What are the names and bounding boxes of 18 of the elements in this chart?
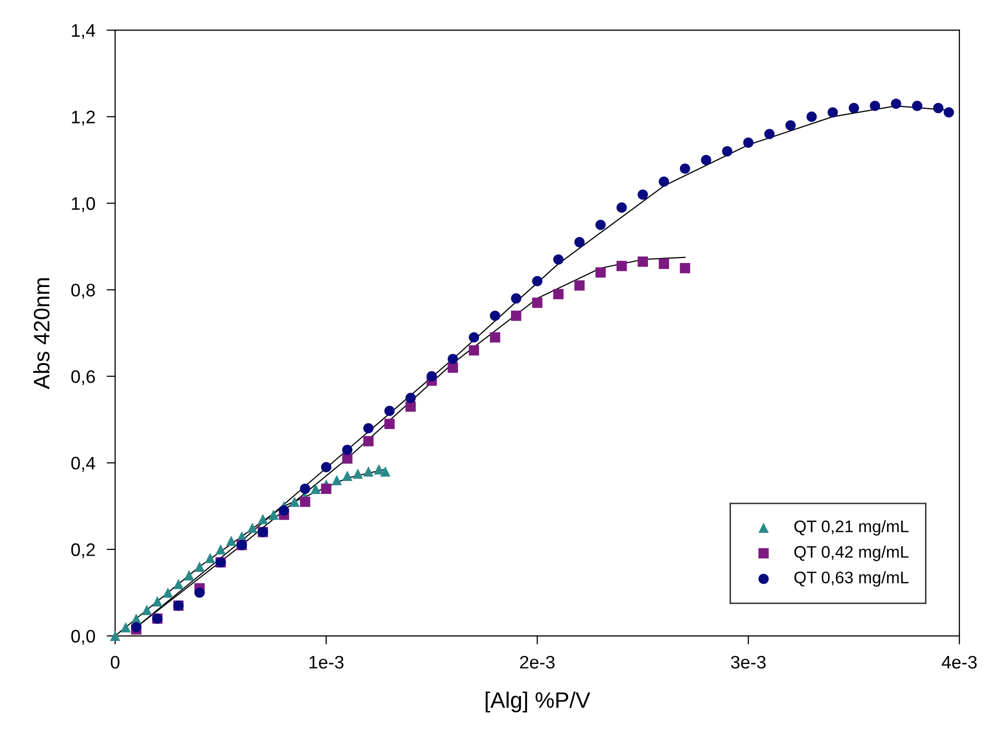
y-tick-label: 0,6 — [71, 370, 95, 386]
x-axis-title: [Alg] %P/V — [486, 692, 590, 712]
x-tick-label: 0 — [110, 656, 120, 669]
x-tick-label: 3e-3 — [730, 656, 766, 669]
y-tick-label: 0,8 — [71, 284, 95, 299]
y-tick-label: 0,4 — [71, 456, 96, 472]
legend-label: QT 0,63 mg/mL — [794, 571, 909, 587]
legend-label: QT 0,42 mg/mL — [794, 546, 909, 562]
y-tick-label: 1,4 — [72, 24, 96, 40]
y-tick-label: 0,0 — [71, 630, 95, 645]
y-tick-label: 0,2 — [71, 543, 95, 558]
y-tick-label: 1,2 — [72, 110, 95, 126]
x-tick-label: 1e-3 — [310, 656, 344, 669]
x-tick-label: 2e-3 — [520, 656, 555, 669]
y-axis-title: Abs 420nm — [33, 278, 50, 390]
legend-label: QT 0,21 mg/mL — [794, 520, 909, 536]
y-tick-label: 1,0 — [72, 197, 95, 212]
x-tick-label: 4e-3 — [942, 656, 977, 669]
